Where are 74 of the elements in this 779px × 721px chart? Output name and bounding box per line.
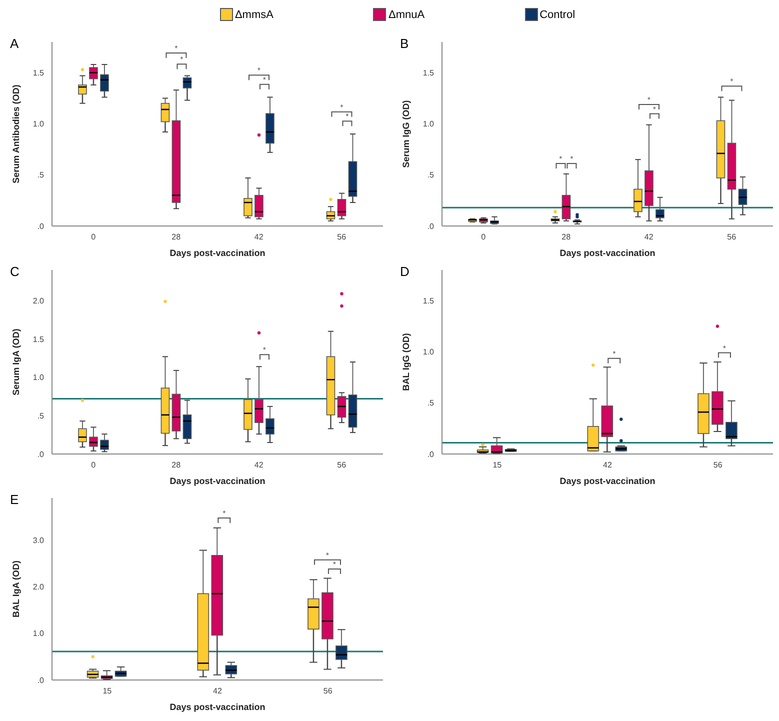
y-tick-label: .0 (427, 450, 435, 459)
y-axis-title: BAL IgA (OD) (11, 560, 22, 618)
x-tick-label: 56 (337, 460, 347, 470)
y-tick-label: .5 (37, 412, 45, 421)
x-tick-label: 42 (254, 460, 264, 470)
x-axis-title: Days post-vaccination (560, 476, 656, 486)
annotation: * (346, 112, 349, 122)
chart-title: A (10, 36, 19, 51)
y-tick-label: 1.0 (422, 120, 435, 129)
annotation: * (730, 77, 734, 86)
x-tick-label: 56 (337, 232, 347, 242)
annotation: * (262, 346, 266, 355)
x-axis-title: Days post-vaccination (560, 248, 656, 258)
x-tick-label: 42 (213, 686, 222, 696)
y-tick-label: 1.0 (32, 373, 45, 382)
chart-title: C (10, 264, 20, 279)
x-axis-title: Days post-vaccination (170, 702, 266, 712)
chart-title: B (400, 36, 409, 51)
x-tick-label: 56 (727, 232, 737, 242)
y-tick-label: .0 (37, 676, 45, 685)
y-tick-label: 1.5 (422, 68, 435, 78)
x-tick-label: 42 (644, 232, 654, 242)
y-tick-label: 2.0 (32, 582, 45, 592)
x-axis-title: Days post-vaccination (170, 476, 266, 486)
chart-title: D (400, 264, 410, 279)
y-tick-label: .5 (427, 170, 435, 180)
annotation: * (262, 75, 266, 84)
annotation: * (647, 96, 651, 105)
x-tick-label: 28 (172, 232, 182, 242)
legend-label: Control (540, 8, 576, 20)
x-tick-label: 0 (91, 460, 96, 470)
y-axis-title: Serum Antibodies (OD) (11, 84, 22, 184)
x-tick-label: 15 (102, 686, 112, 696)
x-tick-label: 28 (172, 460, 182, 470)
y-axis-title: BAL IgG (OD) (401, 333, 412, 391)
annotation: * (570, 154, 574, 164)
annotation: * (326, 550, 330, 560)
y-tick-label: 1.0 (422, 348, 435, 357)
x-tick-label: 56 (713, 460, 723, 470)
annotation: * (340, 102, 344, 112)
y-tick-label: .5 (37, 170, 45, 180)
x-tick-label: 28 (562, 232, 572, 242)
y-tick-label: 3.0 (32, 536, 45, 545)
y-tick-label: 1.0 (32, 120, 45, 129)
y-tick-label: .5 (427, 398, 435, 408)
y-tick-label: 1.5 (422, 296, 435, 306)
x-tick-label: 42 (603, 460, 612, 470)
y-tick-label: 2.0 (32, 296, 45, 306)
y-tick-label: .0 (37, 222, 45, 231)
annotation: * (180, 55, 184, 64)
y-tick-label: 1.5 (32, 68, 45, 78)
annotation: * (612, 349, 616, 358)
y-tick-label: .0 (427, 222, 435, 231)
x-tick-label: 15 (492, 460, 502, 470)
annotation: * (257, 66, 261, 76)
chart-title: E (10, 492, 19, 507)
y-tick-label: 1.0 (32, 629, 45, 638)
annotation: * (559, 154, 562, 164)
legend-label: ΔmmsA (234, 8, 274, 20)
annotation: * (652, 104, 656, 114)
x-tick-label: 0 (91, 232, 96, 242)
legend-label: ΔmnuA (388, 8, 425, 20)
y-axis-title: Serum IgA (OD) (11, 328, 22, 396)
x-tick-label: 42 (254, 232, 264, 242)
y-tick-label: 1.5 (32, 334, 45, 344)
annotation: * (722, 344, 726, 353)
x-tick-label: 0 (481, 232, 486, 242)
annotation: * (332, 560, 336, 569)
x-axis-title: Days post-vaccination (170, 248, 266, 258)
annotation: * (174, 44, 178, 54)
y-axis-title: Serum IgG (OD) (401, 100, 412, 168)
annotation: * (222, 509, 226, 518)
x-tick-label: 56 (323, 686, 333, 696)
y-tick-label: .0 (37, 450, 45, 459)
